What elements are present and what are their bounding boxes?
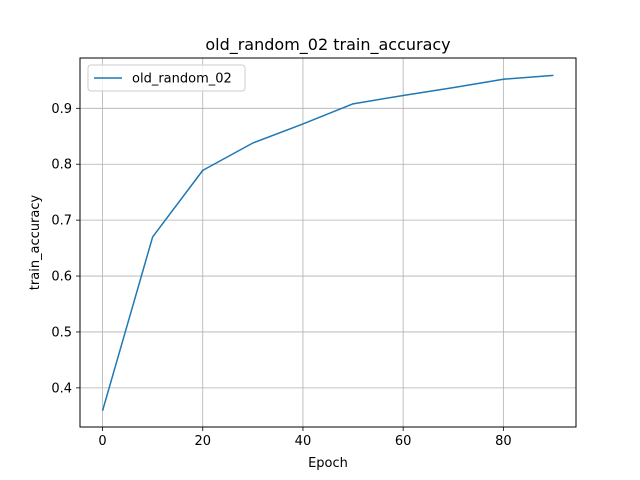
- series-line: [101, 74, 554, 411]
- y-tick-label: 0.4: [51, 381, 72, 396]
- y-tick-label: 0.8: [51, 158, 72, 173]
- x-tick-label: 60: [395, 434, 412, 449]
- legend: old_random_02: [87, 64, 246, 92]
- grid-lines: [80, 58, 576, 427]
- legend-box: [87, 64, 246, 92]
- x-tick-label: 40: [295, 434, 312, 449]
- y-tick-label: 0.7: [51, 214, 72, 229]
- chart-title: old_random_02 train_accuracy: [205, 35, 450, 55]
- series-layer: [101, 74, 554, 411]
- x-axis: 0 20 40 60 80: [98, 427, 512, 449]
- y-axis-title: train_accuracy: [28, 194, 43, 290]
- x-tick-label: 80: [495, 434, 512, 449]
- x-tick-label: 20: [194, 434, 211, 449]
- y-tick-label: 0.9: [51, 102, 72, 117]
- y-tick-label: 0.6: [51, 270, 72, 285]
- x-axis-title: Epoch: [308, 456, 348, 471]
- plot-area-frame: [79, 57, 577, 428]
- y-tick-label: 0.5: [51, 325, 72, 340]
- y-axis: 0.4 0.5 0.6 0.7 0.8 0.9: [51, 102, 80, 396]
- legend-label: old_random_02: [132, 72, 232, 87]
- x-tick-label: 0: [98, 434, 106, 449]
